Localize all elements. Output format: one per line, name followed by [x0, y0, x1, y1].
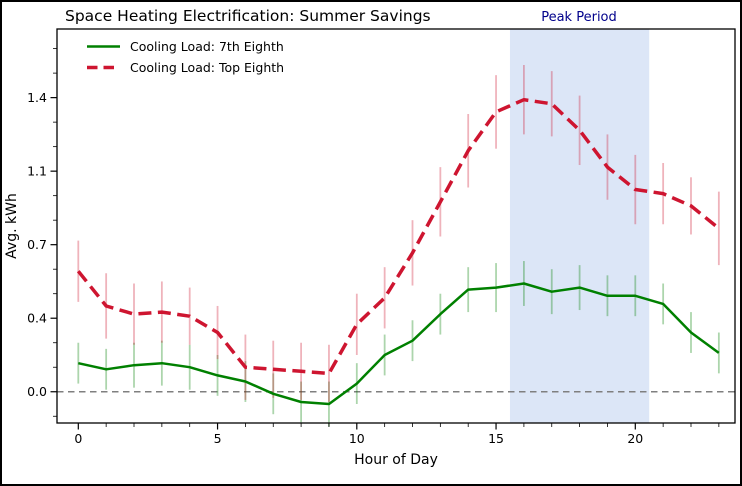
peak-period-label: Peak Period	[541, 10, 617, 25]
legend: Cooling Load: 7th Eighth Cooling Load: T…	[87, 39, 284, 75]
series-line-1	[76, 97, 720, 376]
plot-layer: 0 5 10 15 20 0.0 0.4 0.7 1.1 1.4	[27, 29, 735, 446]
chart-title: Space Heating Electrification: Summer Sa…	[65, 7, 431, 25]
y-tick-label: 1.4	[27, 90, 47, 105]
x-tick-label: 10	[349, 431, 365, 446]
x-tick-label: 0	[74, 431, 82, 446]
axes-spines	[56, 28, 736, 424]
peak-period-band	[509, 29, 650, 423]
axis-ticks	[50, 48, 720, 430]
series-line-0	[78, 282, 720, 406]
y-tick-label: 0.7	[27, 237, 47, 252]
x-tick-label: 20	[627, 431, 643, 446]
y-tick-label: 1.1	[27, 164, 47, 179]
y-tick-label: 0.0	[27, 384, 47, 399]
x-tick-label: 5	[214, 431, 222, 446]
legend-label-series-1: Cooling Load: Top Eighth	[130, 60, 284, 75]
x-tick-label: 15	[488, 431, 504, 446]
y-tick-label: 0.4	[27, 311, 47, 326]
legend-label-series-0: Cooling Load: 7th Eighth	[130, 39, 284, 54]
tick-labels: 0 5 10 15 20 0.0 0.4 0.7 1.1 1.4	[27, 90, 643, 446]
x-axis-label: Hour of Day	[354, 452, 438, 468]
y-axis-label: Avg. kWh	[4, 193, 20, 259]
